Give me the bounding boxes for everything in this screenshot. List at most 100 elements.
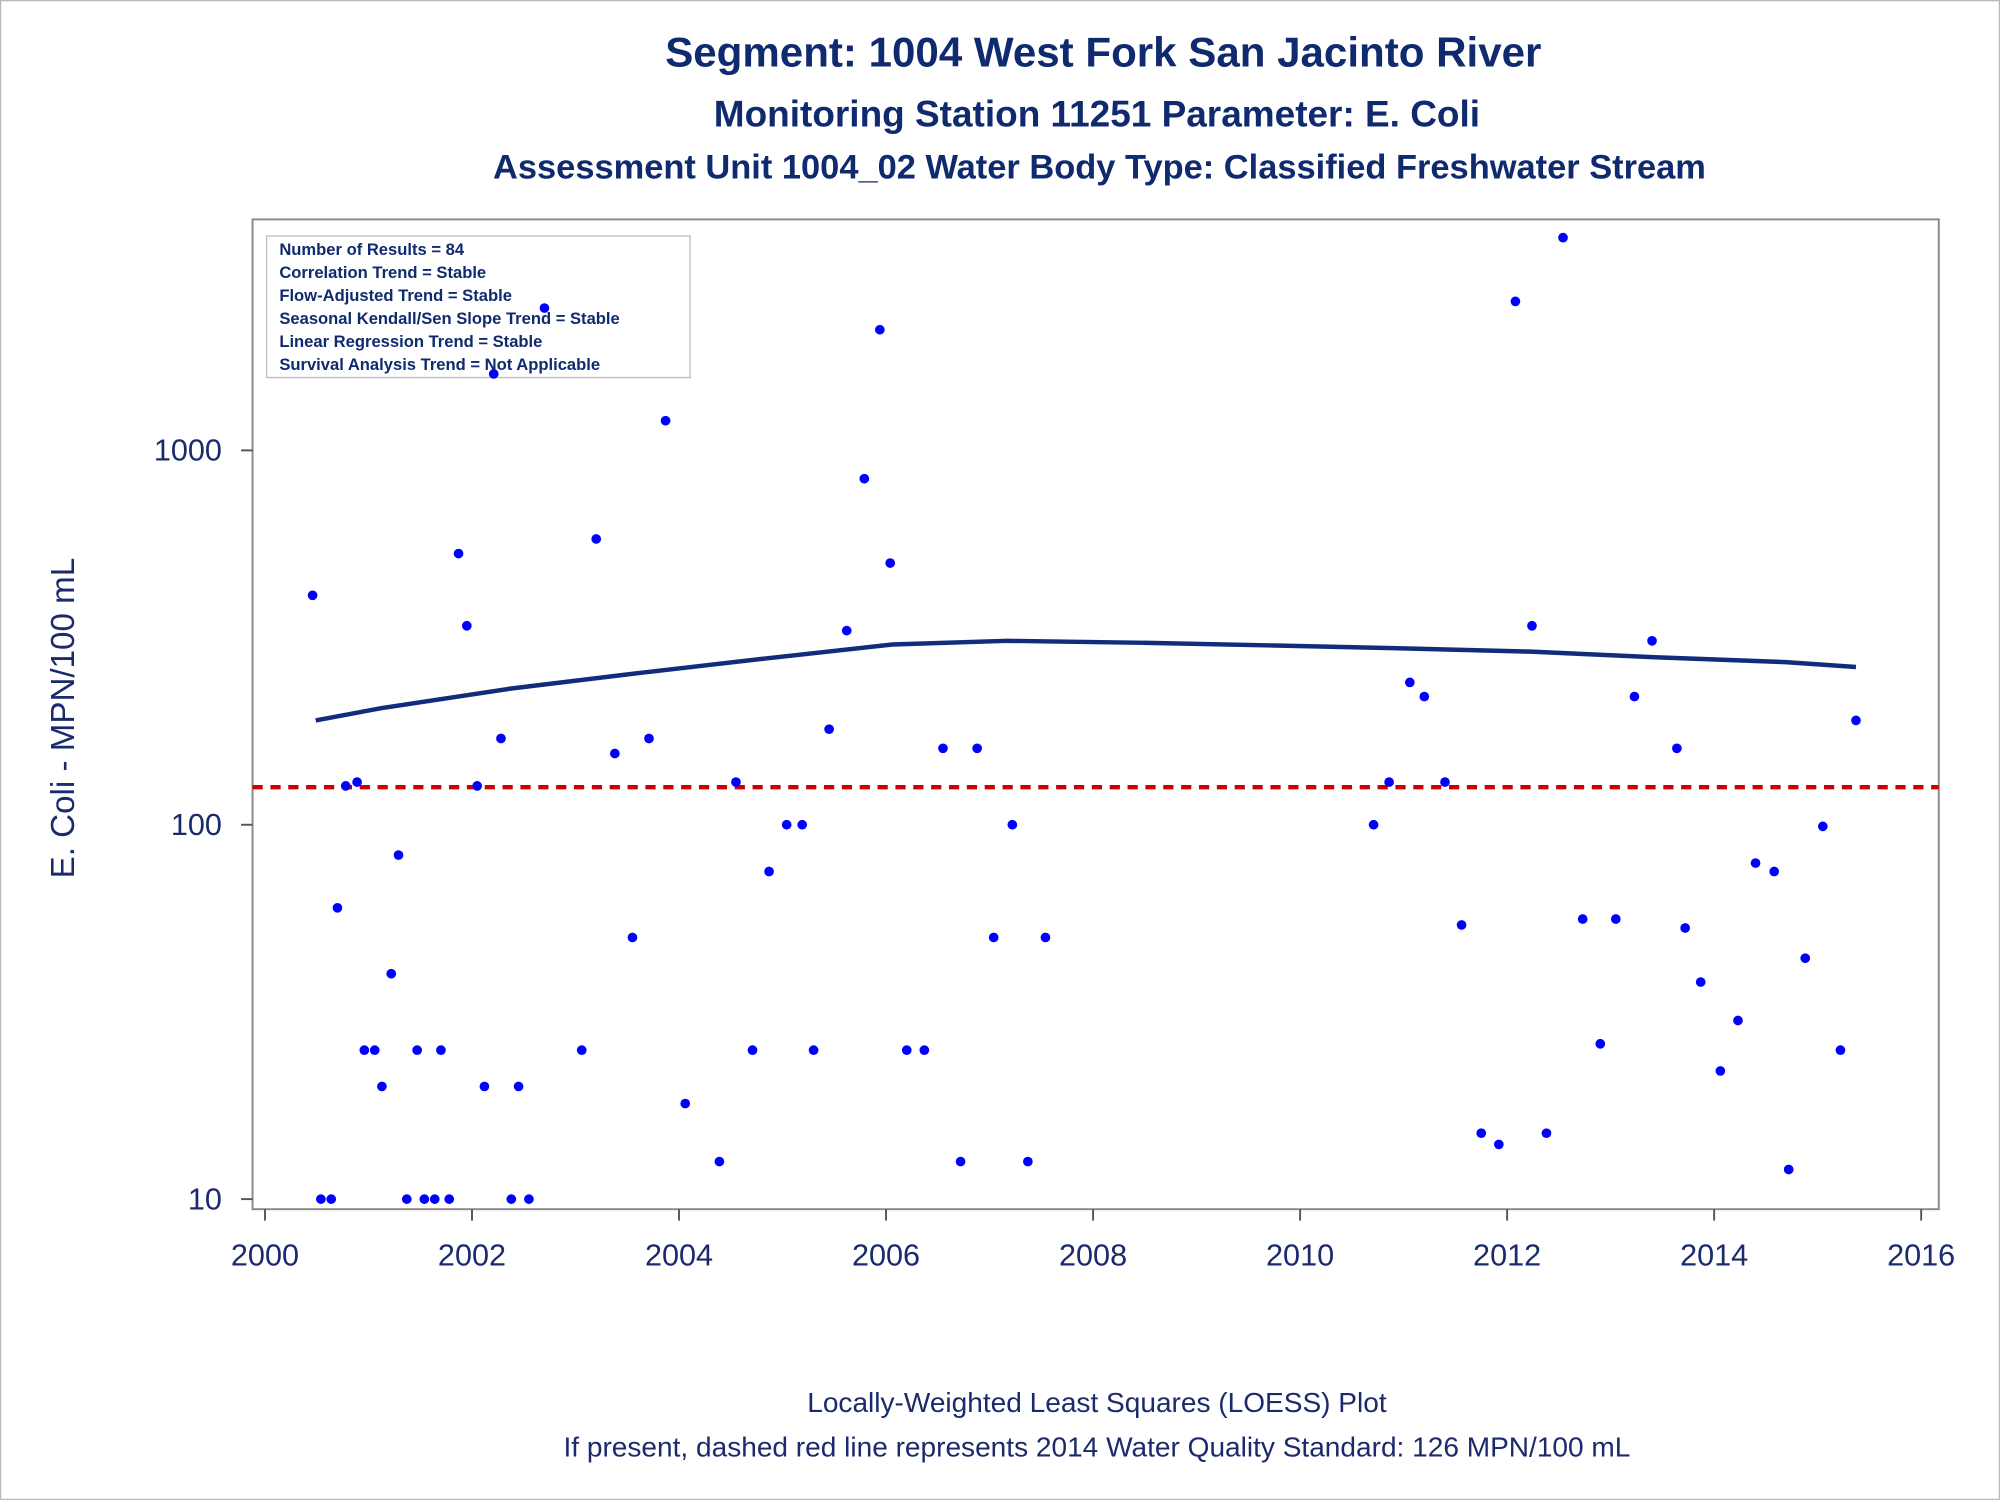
data-point bbox=[1672, 743, 1682, 754]
data-point bbox=[332, 902, 343, 913]
data-point bbox=[1800, 953, 1811, 964]
x-tick-label: 2000 bbox=[231, 1238, 299, 1272]
data-point bbox=[1750, 858, 1761, 868]
y-tick-label: 1000 bbox=[154, 434, 222, 468]
data-point bbox=[919, 1045, 930, 1055]
x-tick-label: 2008 bbox=[1059, 1238, 1127, 1272]
info-line: Survival Analysis Trend = Not Applicable bbox=[279, 355, 600, 374]
data-point bbox=[1817, 821, 1828, 832]
data-point bbox=[453, 548, 464, 559]
data-point bbox=[506, 1194, 517, 1204]
data-point bbox=[377, 1081, 387, 1092]
data-point bbox=[1680, 923, 1691, 933]
data-point bbox=[444, 1194, 455, 1204]
data-point bbox=[539, 303, 550, 313]
data-point bbox=[1715, 1066, 1726, 1076]
info-line: Correlation Trend = Stable bbox=[279, 263, 486, 282]
data-point bbox=[1835, 1045, 1846, 1055]
x-tick-label: 2016 bbox=[1887, 1238, 1955, 1272]
data-point bbox=[1695, 977, 1706, 987]
data-point bbox=[797, 819, 808, 830]
data-point bbox=[1541, 1128, 1552, 1139]
data-point bbox=[1733, 1015, 1743, 1026]
data-point bbox=[340, 781, 351, 791]
data-point bbox=[488, 369, 499, 379]
y-axis-label: E. Coli - MPN/100 mL bbox=[45, 558, 82, 879]
info-line: Flow-Adjusted Trend = Stable bbox=[279, 286, 512, 305]
data-point bbox=[859, 473, 870, 484]
data-point bbox=[326, 1194, 337, 1204]
data-point bbox=[609, 748, 620, 759]
data-point bbox=[436, 1045, 446, 1055]
data-point bbox=[576, 1045, 587, 1055]
data-point bbox=[359, 1045, 370, 1055]
chart-subtitle: Assessment Unit 1004_02 Water Body Type:… bbox=[493, 149, 1706, 187]
data-point bbox=[1476, 1128, 1487, 1139]
data-point bbox=[1769, 866, 1780, 877]
data-point bbox=[1404, 677, 1415, 688]
data-point bbox=[479, 1081, 490, 1092]
loess-line bbox=[315, 638, 1857, 723]
chart-subtitle: Monitoring Station 11251 Parameter: E. C… bbox=[714, 93, 1480, 134]
footnote: Locally-Weighted Least Squares (LOESS) P… bbox=[807, 1387, 1387, 1418]
data-point bbox=[472, 781, 483, 791]
data-point bbox=[885, 558, 896, 568]
data-point bbox=[680, 1098, 691, 1109]
data-point bbox=[627, 932, 638, 943]
data-point bbox=[1610, 914, 1621, 924]
info-box bbox=[265, 235, 691, 379]
data-point bbox=[496, 733, 506, 744]
data-point bbox=[714, 1156, 725, 1167]
data-point bbox=[429, 1194, 440, 1204]
data-point bbox=[644, 733, 654, 744]
data-point bbox=[401, 1194, 412, 1204]
data-point bbox=[591, 534, 602, 544]
data-point bbox=[824, 724, 834, 735]
data-point bbox=[841, 625, 852, 636]
data-point bbox=[1493, 1139, 1504, 1150]
x-tick-label: 2006 bbox=[852, 1238, 920, 1272]
data-point bbox=[1023, 1156, 1033, 1167]
data-point bbox=[369, 1045, 380, 1055]
data-point bbox=[393, 850, 404, 860]
y-tick-label: 100 bbox=[171, 808, 222, 842]
x-tick-label: 2004 bbox=[645, 1238, 713, 1272]
data-point bbox=[1007, 819, 1018, 830]
data-point bbox=[1851, 715, 1861, 726]
plot-frame bbox=[251, 218, 1940, 1211]
data-point bbox=[419, 1194, 430, 1204]
data-point bbox=[412, 1045, 422, 1055]
data-point bbox=[307, 590, 318, 601]
data-point bbox=[1595, 1038, 1606, 1049]
data-point bbox=[955, 1156, 966, 1167]
data-point bbox=[461, 620, 472, 631]
data-point bbox=[524, 1194, 534, 1204]
footnote: If present, dashed red line represents 2… bbox=[563, 1432, 1630, 1463]
data-point bbox=[874, 324, 885, 335]
x-tick-label: 2014 bbox=[1680, 1238, 1748, 1272]
data-point bbox=[1368, 819, 1379, 830]
info-line: Seasonal Kendall/Sen Slope Trend = Stabl… bbox=[279, 309, 619, 328]
data-point bbox=[1629, 691, 1640, 702]
data-point bbox=[1510, 296, 1521, 307]
data-point bbox=[352, 777, 362, 787]
data-point bbox=[764, 866, 774, 877]
chart-title: Segment: 1004 West Fork San Jacinto Rive… bbox=[665, 28, 1541, 75]
data-point bbox=[1456, 920, 1467, 930]
data-point bbox=[1384, 777, 1394, 787]
data-point bbox=[1647, 635, 1657, 646]
data-point bbox=[972, 743, 982, 754]
data-point bbox=[316, 1194, 326, 1204]
data-point bbox=[1577, 914, 1588, 924]
data-point bbox=[747, 1045, 758, 1055]
x-tick-label: 2002 bbox=[438, 1238, 506, 1272]
info-line: Number of Results = 84 bbox=[279, 240, 464, 259]
x-tick-label: 2010 bbox=[1266, 1238, 1334, 1272]
y-tick-label: 10 bbox=[188, 1182, 222, 1216]
data-point bbox=[660, 415, 671, 426]
data-point bbox=[781, 819, 792, 830]
data-point bbox=[1558, 232, 1568, 243]
data-point bbox=[938, 743, 948, 754]
